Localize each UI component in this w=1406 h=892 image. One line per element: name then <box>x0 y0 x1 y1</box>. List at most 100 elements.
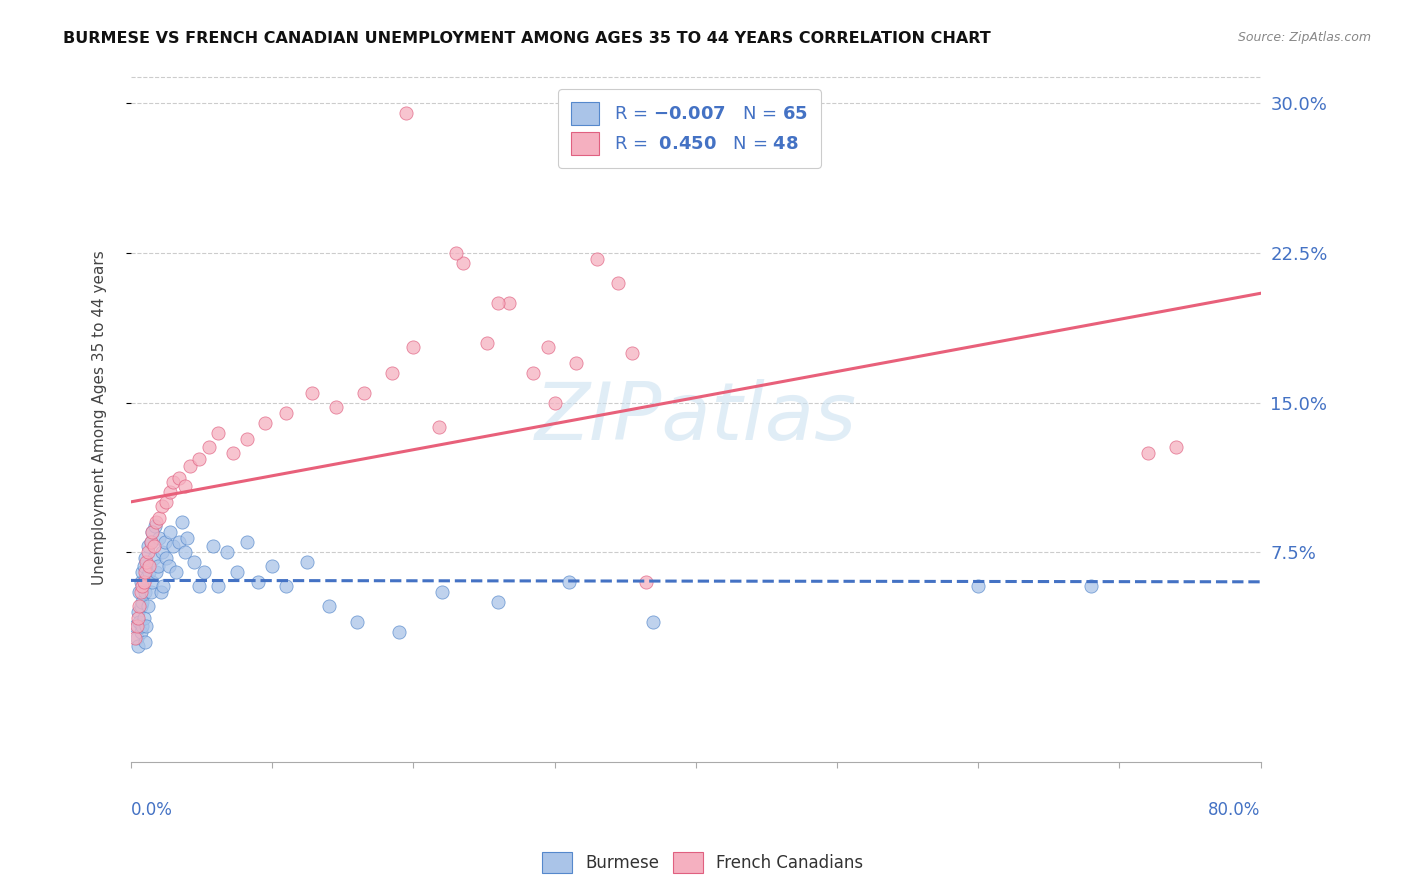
Point <box>129 625 152 640</box>
Point <box>139 585 162 599</box>
Point <box>215 545 238 559</box>
Legend: Burmese, French Canadians: Burmese, French Canadians <box>536 846 870 880</box>
Point <box>427 419 450 434</box>
Point <box>498 295 520 310</box>
Point <box>173 479 195 493</box>
Point <box>134 551 156 566</box>
Point <box>131 619 153 633</box>
Point <box>132 575 155 590</box>
Point <box>235 432 257 446</box>
Point <box>207 579 229 593</box>
Point <box>129 585 152 599</box>
Y-axis label: Unemployment Among Ages 35 to 44 years: Unemployment Among Ages 35 to 44 years <box>93 250 107 585</box>
Point <box>586 252 609 266</box>
Point <box>225 566 247 580</box>
Point <box>136 540 159 554</box>
Point <box>395 106 418 120</box>
Legend: R = $\mathbf{-0.007}$   N = $\mathbf{65}$, R =  $\mathbf{0.450}$   N = $\mathbf{: R = $\mathbf{-0.007}$ N = $\mathbf{65}$,… <box>558 89 821 168</box>
Point <box>430 585 453 599</box>
Point <box>131 595 153 609</box>
Point <box>262 559 284 574</box>
Point <box>176 532 198 546</box>
Point <box>381 366 404 380</box>
Point <box>138 559 160 574</box>
Point <box>124 619 146 633</box>
Text: 80.0%: 80.0% <box>1208 801 1261 819</box>
Point <box>165 566 187 580</box>
Point <box>135 555 157 569</box>
Point <box>346 615 368 630</box>
Point <box>173 545 195 559</box>
Point <box>142 551 165 566</box>
Text: BURMESE VS FRENCH CANADIAN UNEMPLOYMENT AMONG AGES 35 TO 44 YEARS CORRELATION CH: BURMESE VS FRENCH CANADIAN UNEMPLOYMENT … <box>63 31 991 46</box>
Point <box>145 516 167 530</box>
Point <box>318 599 340 614</box>
Point <box>155 495 177 509</box>
Point <box>128 585 150 599</box>
Point <box>132 559 155 574</box>
Text: ZIPatlas: ZIPatlas <box>534 378 856 457</box>
Point <box>1080 579 1102 593</box>
Text: Source: ZipAtlas.com: Source: ZipAtlas.com <box>1237 31 1371 45</box>
Point <box>486 595 509 609</box>
Point <box>125 632 148 646</box>
Point <box>643 615 665 630</box>
Point <box>402 340 425 354</box>
Point <box>1164 440 1187 454</box>
Point <box>201 540 224 554</box>
Point <box>170 516 193 530</box>
Point <box>451 256 474 270</box>
Point <box>221 445 243 459</box>
Point <box>444 245 467 260</box>
Point <box>636 575 658 590</box>
Point <box>167 535 190 549</box>
Point <box>149 585 172 599</box>
Point <box>141 575 163 590</box>
Point <box>536 340 558 354</box>
Point <box>301 385 323 400</box>
Point <box>148 511 170 525</box>
Point <box>138 566 160 580</box>
Text: 0.0%: 0.0% <box>131 801 173 819</box>
Point <box>235 535 257 549</box>
Point <box>486 295 509 310</box>
Point <box>607 276 630 290</box>
Point <box>135 571 157 585</box>
Point <box>141 525 163 540</box>
Point <box>131 579 153 593</box>
Point <box>129 599 152 614</box>
Point <box>207 425 229 440</box>
Point <box>152 579 174 593</box>
Point <box>388 625 411 640</box>
Point <box>155 551 177 566</box>
Point <box>129 575 152 590</box>
Point <box>157 559 180 574</box>
Point <box>183 555 205 569</box>
Point <box>124 632 146 646</box>
Point <box>139 535 162 549</box>
Point <box>543 395 565 409</box>
Point <box>565 356 588 370</box>
Point <box>162 475 184 490</box>
Point <box>475 335 498 350</box>
Point <box>557 575 579 590</box>
Point <box>522 366 544 380</box>
Point <box>254 416 277 430</box>
Point <box>134 635 156 649</box>
Point <box>132 611 155 625</box>
Point <box>187 451 209 466</box>
Point <box>125 619 148 633</box>
Point <box>179 459 201 474</box>
Point <box>150 545 173 559</box>
Point <box>159 485 181 500</box>
Point <box>276 406 298 420</box>
Point <box>197 440 219 454</box>
Point <box>128 615 150 630</box>
Point <box>136 599 159 614</box>
Point <box>193 566 215 580</box>
Point <box>136 545 159 559</box>
Point <box>276 579 298 593</box>
Point <box>162 540 184 554</box>
Point <box>621 345 644 359</box>
Point <box>297 555 319 569</box>
